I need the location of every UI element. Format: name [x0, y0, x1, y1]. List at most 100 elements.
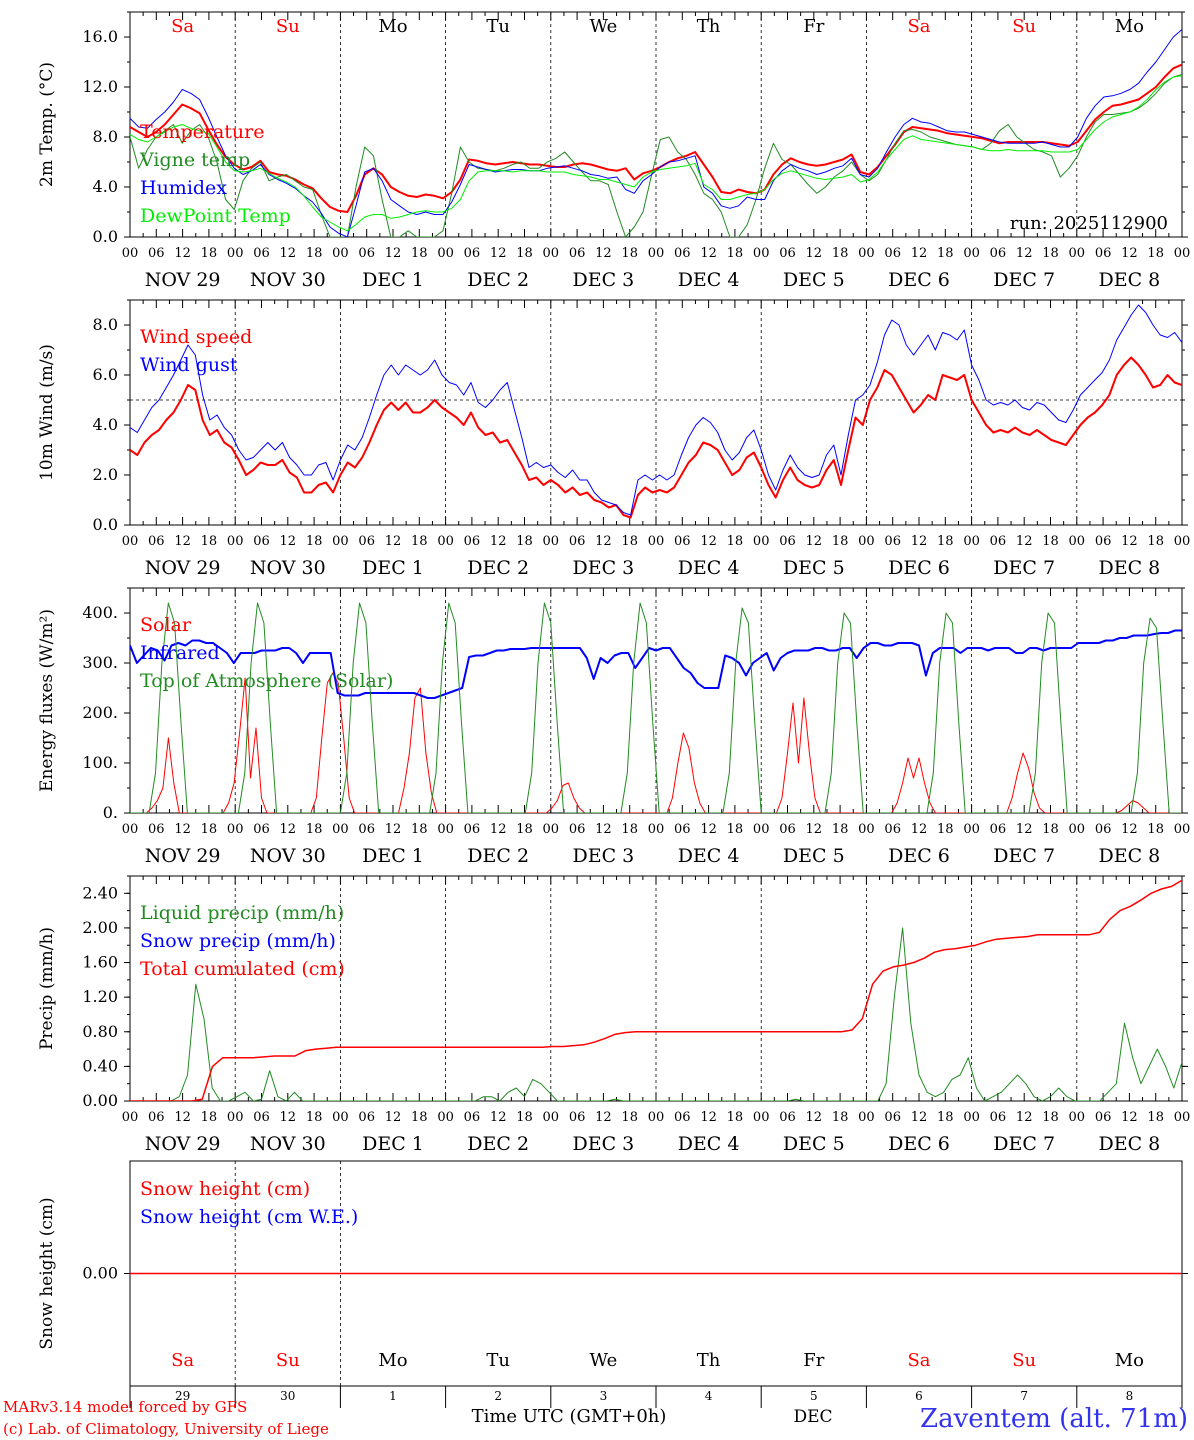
- x-hour-label: 00: [332, 822, 349, 837]
- weekday-label: We: [590, 1350, 618, 1371]
- x-hour-label: 00: [1174, 822, 1191, 837]
- y-tick-label: 200.: [82, 703, 118, 722]
- y-axis-label: 10m Wind (m/s): [37, 344, 57, 481]
- x-hour-label: 00: [332, 1110, 349, 1125]
- series-line-infrared: [130, 629, 1182, 699]
- x-hour-label: 06: [674, 534, 691, 549]
- x-date-label: NOV 30: [250, 557, 326, 579]
- x-hour-label: 00: [1069, 1110, 1086, 1125]
- x-hour-label: 12: [174, 822, 191, 837]
- x-hour-label: 00: [1069, 822, 1086, 837]
- x-hour-label: 06: [148, 534, 165, 549]
- x-hour-label: 00: [227, 534, 244, 549]
- series-group: [130, 602, 1182, 813]
- legend-entry: Snow height (cm): [140, 1178, 310, 1200]
- x-hour-label: 06: [464, 246, 481, 261]
- series-line-top-of-atmosphere-solar-: [130, 602, 1182, 813]
- x-hour-label: 18: [306, 1110, 323, 1125]
- y-tick-label: 1.20: [82, 987, 118, 1006]
- weekday-label: Mo: [1115, 1350, 1144, 1371]
- x-date-label: DEC 4: [678, 269, 740, 291]
- y-tick-label: 8.0: [93, 315, 118, 334]
- x-day-number: 30: [280, 1389, 295, 1403]
- panel-wind: 0.0 2.0 4.0 6.0 8.0 10m Wind (m/s) 00 06 12 18 NOV…: [37, 299, 1191, 579]
- x-day-number: 3: [600, 1389, 608, 1403]
- x-hour-label: 06: [253, 246, 270, 261]
- x-date-label: DEC 2: [467, 557, 529, 579]
- y-tick-label: 300.: [82, 653, 118, 672]
- x-hour-label: 00: [858, 246, 875, 261]
- x-hour-label: 12: [911, 246, 928, 261]
- x-hour-label: 06: [569, 534, 586, 549]
- x-hour-label: 18: [1042, 534, 1059, 549]
- x-hour-label: 06: [1095, 822, 1112, 837]
- x-hour-label: 12: [1016, 534, 1033, 549]
- x-hour-label: 00: [543, 246, 560, 261]
- y-tick-label: 16.0: [82, 27, 118, 46]
- x-hour-label: 18: [937, 246, 954, 261]
- x-hour-label: 00: [543, 1110, 560, 1125]
- weekday-label: Sa: [907, 16, 930, 37]
- x-hour-label: 00: [963, 534, 980, 549]
- x-hour-label: 18: [727, 534, 744, 549]
- x-hour-label: 18: [1042, 822, 1059, 837]
- x-hour-label: 00: [1174, 534, 1191, 549]
- legend-entry: Vigne temp: [139, 149, 250, 171]
- x-hour-label: 12: [385, 822, 402, 837]
- x-date-label: DEC 4: [678, 1133, 740, 1155]
- weekday-label: Sa: [907, 1350, 930, 1371]
- x-day-number: 1: [389, 1389, 397, 1403]
- series-group: [130, 879, 1182, 1101]
- x-date-label: DEC 8: [1099, 1133, 1161, 1155]
- x-hour-label: 06: [884, 1110, 901, 1125]
- x-hour-label: 06: [358, 246, 375, 261]
- x-hour-label: 12: [911, 534, 928, 549]
- x-hour-label: 06: [253, 1110, 270, 1125]
- x-day-number: 7: [1020, 1389, 1028, 1403]
- series-group: [130, 304, 1182, 519]
- x-hour-label: 12: [490, 534, 507, 549]
- x-hour-label: 12: [490, 822, 507, 837]
- series-group: [130, 29, 1182, 237]
- x-hour-label: 18: [621, 246, 638, 261]
- x-date-label: NOV 29: [145, 557, 221, 579]
- x-hour-label: 00: [648, 534, 665, 549]
- x-hour-label: 18: [411, 822, 428, 837]
- y-tick-label: 0.00: [82, 1091, 118, 1110]
- x-date-label: DEC 3: [573, 845, 635, 867]
- footer: MARv3.14 model forced by GFS (c) Lab. of…: [3, 1398, 1188, 1438]
- y-tick-label: 1.60: [82, 953, 118, 972]
- x-hour-label: 18: [306, 246, 323, 261]
- weekday-label: Mo: [1115, 16, 1144, 37]
- x-hour-label: 18: [411, 1110, 428, 1125]
- weekday-label: Th: [697, 1350, 721, 1371]
- x-date-label: NOV 30: [250, 269, 326, 291]
- x-hour-label: 00: [437, 246, 454, 261]
- x-date-label: DEC 2: [467, 845, 529, 867]
- time-axis-label: Time UTC (GMT+0h): [472, 1406, 667, 1427]
- station-label: Zaventem (alt. 71m): [920, 1404, 1188, 1434]
- x-hour-label: 00: [227, 246, 244, 261]
- x-date-label: DEC 8: [1099, 845, 1161, 867]
- x-hour-label: 12: [1016, 246, 1033, 261]
- x-hour-label: 06: [990, 1110, 1007, 1125]
- x-hour-label: 18: [832, 246, 849, 261]
- y-tick-label: 6.0: [93, 365, 118, 384]
- weekday-label: Su: [276, 1350, 300, 1371]
- x-date-label: DEC 5: [783, 1133, 845, 1155]
- x-hour-label: 00: [227, 822, 244, 837]
- series-line-wind-gust: [130, 304, 1182, 516]
- x-day-number: 4: [705, 1389, 713, 1403]
- y-tick-label: 2.40: [82, 883, 118, 902]
- x-hour-label: 18: [937, 534, 954, 549]
- x-hour-label: 00: [648, 246, 665, 261]
- series-line-vigne-temp: [130, 74, 1182, 237]
- legend-entry: Infrared: [140, 642, 220, 664]
- panel-precip: 0.00 0.40 0.80 1.20 1.60 2.00 2.40 Precip (mm/h…: [37, 875, 1190, 1155]
- x-hour-label: 12: [1016, 1110, 1033, 1125]
- x-date-label: DEC 6: [888, 845, 950, 867]
- x-hour-label: 12: [280, 534, 297, 549]
- x-date-label: NOV 29: [145, 1133, 221, 1155]
- x-hour-label: 18: [306, 534, 323, 549]
- x-hour-label: 00: [122, 534, 139, 549]
